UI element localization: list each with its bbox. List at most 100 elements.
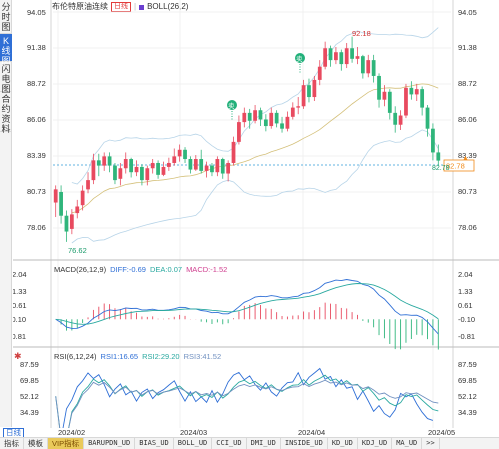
candle-body[interactable] [360, 56, 365, 74]
tab-timeshare[interactable]: 分时图 [0, 2, 12, 34]
candle-body[interactable] [102, 156, 107, 166]
tab-inside[interactable]: INSIDE_UD [281, 438, 328, 449]
candle-body[interactable] [334, 52, 338, 61]
tab-bias[interactable]: BIAS_UD [135, 438, 174, 449]
candle-body[interactable] [140, 166, 144, 181]
candle-body[interactable] [210, 165, 214, 173]
candle-body[interactable] [274, 112, 279, 124]
candle-body[interactable] [253, 110, 257, 121]
candle-body[interactable] [134, 166, 139, 173]
candle-body[interactable] [237, 122, 241, 142]
tab-kline[interactable]: K线图 [0, 34, 12, 66]
tab-templates[interactable]: 模板 [24, 438, 48, 449]
candle-body[interactable] [323, 48, 328, 67]
candle-body[interactable] [80, 190, 85, 206]
period-badge[interactable]: 日线 [111, 2, 131, 12]
candle-body[interactable] [188, 159, 193, 170]
candle-body[interactable] [307, 85, 311, 98]
candle-body[interactable] [75, 206, 80, 214]
candle-body[interactable] [107, 156, 112, 166]
candle-body[interactable] [312, 79, 317, 98]
indicator-name[interactable]: BOLL(26,2) [147, 2, 189, 11]
tab-lightning[interactable]: 闪电图 [0, 64, 12, 94]
candle-body[interactable] [290, 107, 295, 117]
candle-body[interactable] [425, 107, 430, 129]
tab-indicators[interactable]: 指标 [0, 438, 24, 449]
candle-body[interactable] [258, 110, 263, 120]
candle-body[interactable] [129, 159, 134, 173]
candle-body[interactable] [220, 159, 225, 174]
candle-body[interactable] [172, 156, 177, 163]
candle-body[interactable] [301, 85, 306, 107]
tab-vip-indicators[interactable]: VIP指标 [48, 438, 85, 449]
candle-body[interactable] [387, 91, 392, 113]
rsi-name[interactable]: RSI(6,12,24) [54, 352, 97, 361]
candle-body[interactable] [64, 215, 69, 232]
candle-body[interactable] [409, 87, 414, 95]
candle-body[interactable] [280, 123, 284, 129]
candle-body[interactable] [226, 162, 231, 174]
macd-name[interactable]: MACD(26,12,9) [54, 265, 107, 274]
tab-contract-info[interactable]: 合约资料 [0, 94, 12, 134]
candle-body[interactable] [91, 160, 96, 181]
candle-body[interactable] [96, 160, 101, 166]
candle-body[interactable] [150, 162, 155, 169]
price-tick: 80.73 [458, 187, 477, 196]
candle-body[interactable] [377, 75, 381, 100]
candle-body[interactable] [166, 162, 171, 167]
tab-cci[interactable]: CCI_UD [212, 438, 247, 449]
candle-body[interactable] [344, 48, 349, 65]
candle-body[interactable] [69, 214, 74, 229]
candle-body[interactable] [350, 48, 354, 59]
sell-signal-marker[interactable]: 卖 [227, 100, 237, 120]
candle-body[interactable] [199, 159, 204, 171]
candle-body[interactable] [59, 191, 63, 216]
candle-body[interactable] [123, 159, 128, 169]
candle-body[interactable] [161, 166, 166, 175]
gear-icon[interactable]: ✱ [14, 351, 22, 361]
candle-body[interactable] [436, 152, 441, 161]
candle-body[interactable] [420, 89, 425, 108]
candle-body[interactable] [269, 112, 274, 127]
candle-body[interactable] [328, 48, 333, 61]
candle-body[interactable] [366, 60, 371, 74]
candle-body[interactable] [339, 52, 344, 65]
candle-body[interactable] [393, 112, 398, 125]
candle-body[interactable] [145, 168, 150, 181]
tab-ma[interactable]: MA_UD [392, 438, 423, 449]
candle-body[interactable] [382, 91, 387, 100]
candle-body[interactable] [156, 162, 160, 175]
candle-body[interactable] [296, 106, 301, 108]
candle-body[interactable] [53, 189, 58, 203]
candle-body[interactable] [177, 149, 182, 157]
tab-more[interactable]: >> [422, 438, 440, 449]
candle-body[interactable] [431, 128, 435, 153]
candle-body[interactable] [118, 168, 123, 179]
tab-boll[interactable]: BOLL_UD [174, 438, 213, 449]
candle-body[interactable] [398, 115, 403, 125]
chart-canvas[interactable]: 94.05 91.38 88.72 86.06 83.39 80.73 78.0… [13, 0, 499, 428]
tab-dmi[interactable]: DMI_UD [247, 438, 281, 449]
candle-body[interactable] [355, 56, 360, 59]
candle-body[interactable] [231, 141, 236, 163]
candle-body[interactable] [263, 119, 268, 127]
candle-body[interactable] [215, 159, 220, 173]
sell-signal-marker-2[interactable]: 卖 [295, 53, 305, 73]
candle-body[interactable] [285, 116, 290, 129]
candle-body[interactable] [242, 112, 247, 123]
sell-signal-label-2: 卖 [296, 55, 303, 63]
candle-body[interactable] [404, 87, 408, 116]
candle-body[interactable] [193, 159, 198, 170]
tab-barupdn[interactable]: BARUPDN_UD [84, 438, 136, 449]
tab-kdj[interactable]: KDJ_UD [358, 438, 393, 449]
candle-body[interactable] [113, 165, 117, 181]
candle-body[interactable] [247, 112, 252, 121]
candle-body[interactable] [317, 66, 322, 80]
candle-body[interactable] [371, 60, 376, 76]
candle-body[interactable] [183, 149, 187, 160]
macd-pane: 2.04 1.33 0.61 -0.10 -0.81 2.04 1.33 0.6… [13, 270, 475, 350]
candle-body[interactable] [86, 180, 90, 190]
candle-body[interactable] [204, 165, 209, 171]
tab-kd[interactable]: KD_UD [328, 438, 358, 449]
candle-body[interactable] [414, 89, 419, 95]
